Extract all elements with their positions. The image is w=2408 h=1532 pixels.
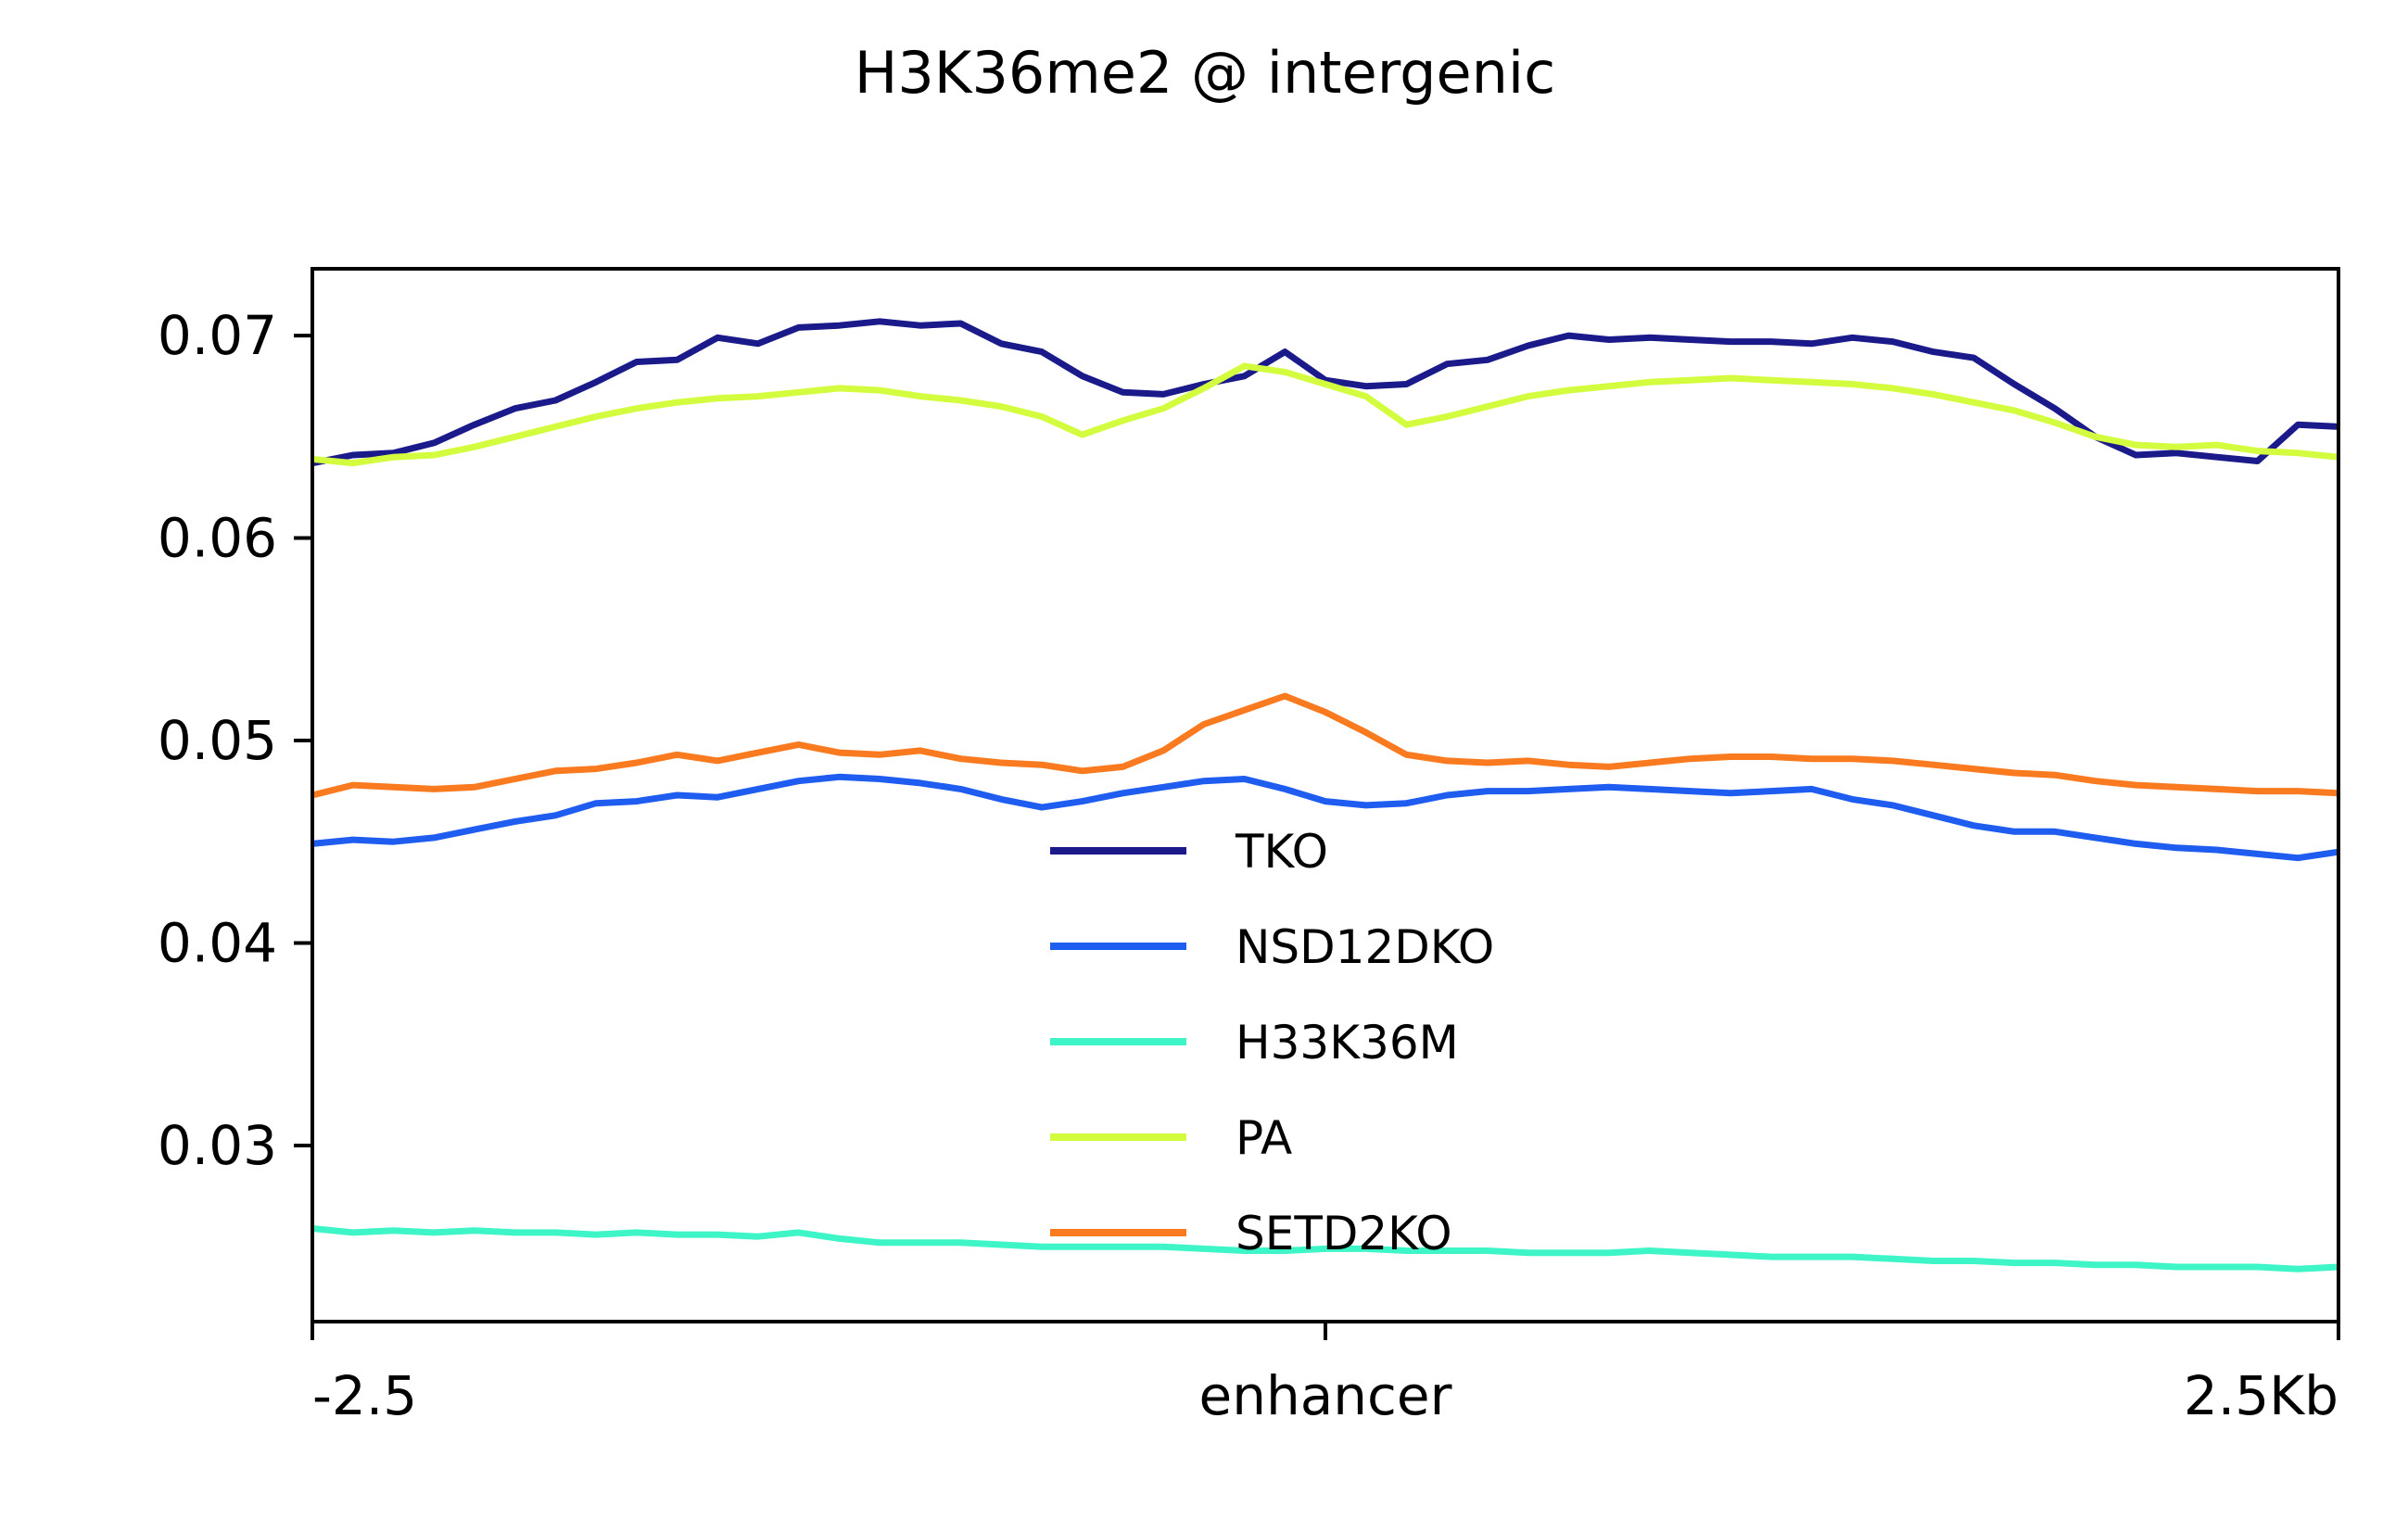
x-tick-label: 2.5Kb [2184, 1364, 2338, 1427]
y-tick-label: 0.04 [158, 911, 277, 974]
legend: TKO NSD12DKO H33K36M PA SETD2KO [1050, 825, 1494, 1260]
x-tick-label: -2.5 [312, 1364, 417, 1427]
series-line-h33k36m [311, 1225, 2339, 1272]
legend-label-tko: TKO [1235, 825, 1328, 879]
legend-label-setd2ko: SETD2KO [1236, 1207, 1452, 1260]
legend-label-h33k36m: H33K36M [1236, 1016, 1459, 1070]
x-axis: -2.5 enhancer 2.5Kb [311, 1322, 2340, 1427]
y-tick-label: 0.07 [158, 304, 277, 367]
series-line-tko [311, 318, 2339, 467]
series-line-nsd12dko [311, 773, 2339, 862]
x-tick-label: enhancer [1199, 1364, 1452, 1427]
series-line-pa [311, 362, 2339, 467]
y-tick-label: 0.05 [158, 709, 277, 772]
plot-frame [311, 267, 2340, 1323]
legend-label-nsd12dko: NSD12DKO [1236, 920, 1494, 974]
y-tick-label: 0.06 [158, 507, 277, 570]
series-line-setd2ko [311, 692, 2339, 799]
y-axis: 0.07 0.06 0.05 0.04 0.03 [158, 304, 312, 1177]
legend-label-pa: PA [1236, 1111, 1292, 1165]
plot-lines [311, 318, 2339, 1272]
y-tick-label: 0.03 [158, 1114, 277, 1177]
chart-title: H3K36me2 @ intergenic [855, 39, 1556, 107]
